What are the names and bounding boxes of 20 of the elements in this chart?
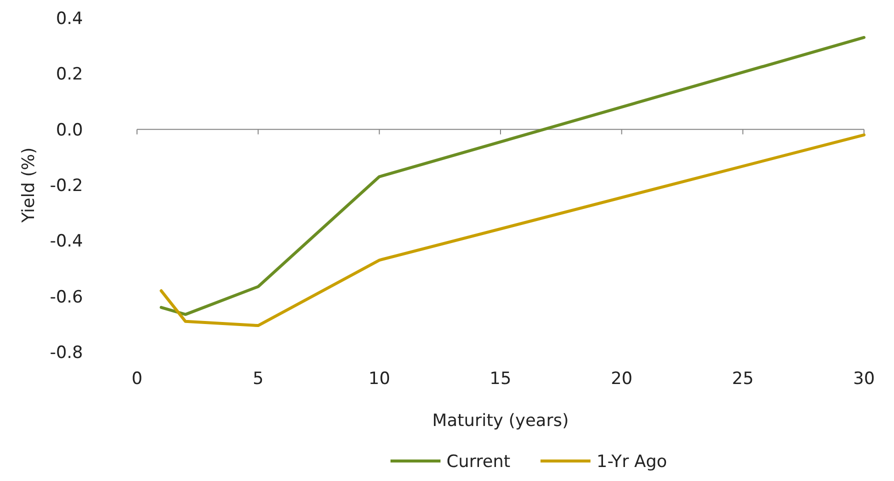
y-tick-label: -0.8 bbox=[50, 342, 83, 363]
y-tick-label: 0.2 bbox=[56, 64, 83, 85]
x-tick-label: 25 bbox=[732, 369, 754, 389]
legend-label: 1-Yr Ago bbox=[596, 452, 668, 472]
y-axis-title: Yield (%) bbox=[19, 147, 39, 224]
x-tick-label: 5 bbox=[252, 369, 264, 389]
x-tick-label: 20 bbox=[610, 369, 632, 389]
line-series bbox=[160, 133, 866, 328]
y-tick-label: 0.4 bbox=[56, 8, 83, 29]
y-tick-label: -0.2 bbox=[50, 176, 83, 196]
y-tick-label: -0.6 bbox=[50, 287, 83, 308]
y-tick-label: 0.0 bbox=[56, 120, 83, 140]
legend-label: Current bbox=[446, 452, 511, 472]
x-tick-label: 30 bbox=[853, 369, 875, 389]
y-tick-label: -0.4 bbox=[50, 232, 83, 252]
x-axis-title: Maturity (years) bbox=[432, 411, 569, 431]
x-tick-label: 10 bbox=[368, 369, 390, 389]
x-tick-label: 0 bbox=[132, 369, 142, 389]
x-tick-label: 15 bbox=[490, 369, 512, 389]
line-series bbox=[160, 36, 866, 316]
